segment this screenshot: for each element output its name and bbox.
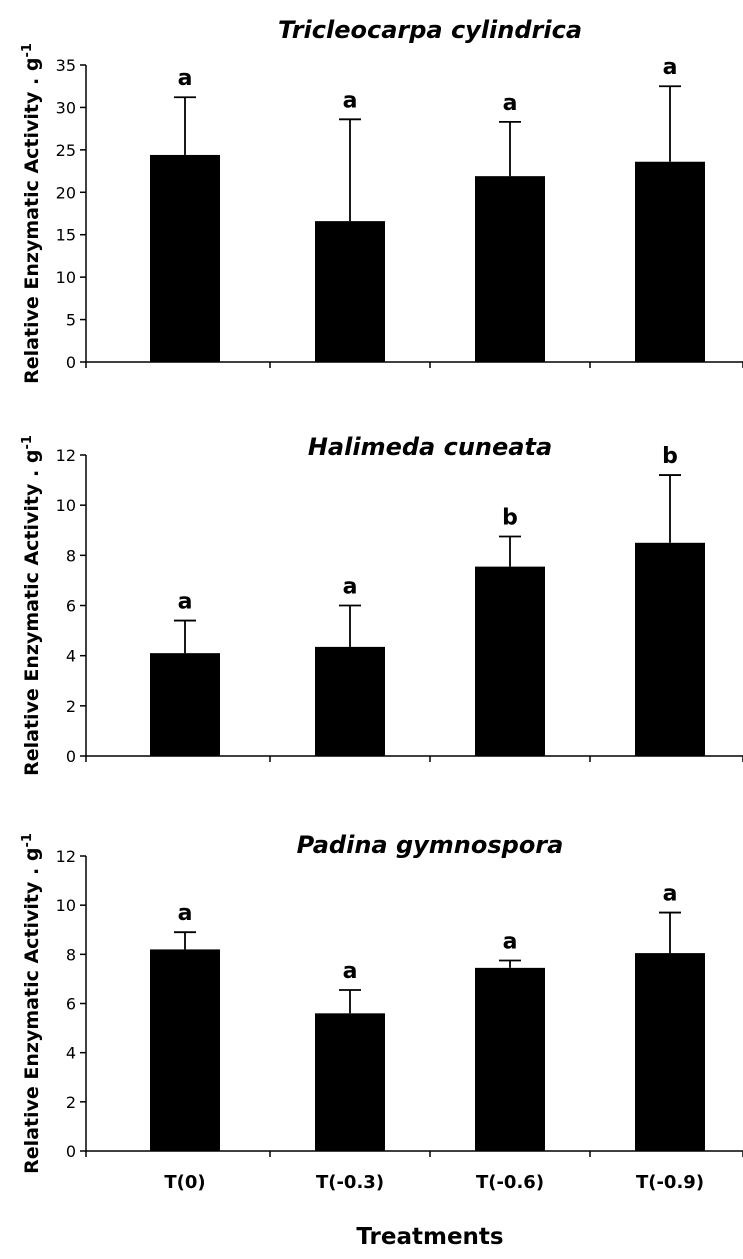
y-tick-label: 15 [56, 226, 76, 245]
y-tick-label: 6 [66, 995, 76, 1014]
bar [315, 646, 385, 756]
bar [150, 949, 220, 1151]
bar [475, 176, 545, 362]
bar [475, 566, 545, 756]
chart-title: Tricleocarpa cylindrica [278, 16, 582, 44]
x-category-label: T(-0.3) [316, 1172, 384, 1193]
y-tick-label: 4 [66, 647, 76, 666]
significance-letter: a [663, 882, 678, 907]
significance-letter: a [343, 959, 358, 984]
bar [635, 953, 705, 1151]
significance-letter: a [503, 929, 518, 954]
y-tick-label: 12 [56, 446, 76, 465]
x-category-label: T(-0.9) [636, 1172, 704, 1193]
y-tick-label: 10 [56, 496, 76, 515]
x-category-label: T(-0.6) [476, 1172, 544, 1193]
y-axis-label: Relative Enzymatic Activity . g-1 [20, 833, 43, 1174]
y-tick-label: 0 [66, 353, 76, 372]
y-tick-label: 2 [66, 697, 76, 716]
chart-panel-3: Padina gymnospora Relative Enzymatic Acti… [20, 831, 743, 1250]
y-tick-label: 0 [66, 1142, 76, 1161]
y-tick-label: 10 [56, 896, 76, 915]
y-axis-label: Relative Enzymatic Activity . g-1 [20, 435, 43, 776]
y-tick-label: 2 [66, 1093, 76, 1112]
chart-title: Padina gymnospora [297, 831, 564, 859]
significance-letter: b [502, 506, 518, 531]
y-tick-label: 30 [56, 98, 76, 117]
significance-letter: a [663, 55, 678, 80]
y-tick-label: 25 [56, 141, 76, 160]
bar [150, 154, 220, 362]
chart-panel-1: Tricleocarpa cylindrica Relative Enzymati… [20, 16, 743, 384]
bar [635, 542, 705, 756]
bar [315, 221, 385, 362]
significance-letter: a [178, 590, 193, 615]
y-tick-label: 8 [66, 945, 76, 964]
y-tick-label: 0 [66, 747, 76, 766]
y-tick-label: 4 [66, 1044, 76, 1063]
y-tick-label: 12 [56, 847, 76, 866]
y-tick-label: 10 [56, 268, 76, 287]
significance-letter: a [343, 575, 358, 600]
y-tick-label: 5 [66, 311, 76, 330]
significance-letter: a [178, 901, 193, 926]
significance-letter: b [662, 444, 678, 469]
y-tick-label: 20 [56, 183, 76, 202]
significance-letter: a [343, 88, 358, 113]
x-axis-title: Treatments [356, 1224, 503, 1250]
chart-panel-2: Halimeda cuneata Relative Enzymatic Activ… [20, 433, 743, 776]
y-tick-label: 35 [56, 56, 76, 75]
bar [475, 967, 545, 1151]
significance-letter: a [178, 66, 193, 91]
x-category-label: T(0) [164, 1172, 205, 1193]
chart-title: Halimeda cuneata [308, 433, 552, 461]
bar [150, 653, 220, 756]
y-tick-label: 8 [66, 546, 76, 565]
bar [635, 161, 705, 362]
y-tick-label: 6 [66, 597, 76, 616]
bar [315, 1013, 385, 1151]
significance-letter: a [503, 91, 518, 116]
y-axis-label: Relative Enzymatic Activity . g-1 [20, 43, 43, 384]
